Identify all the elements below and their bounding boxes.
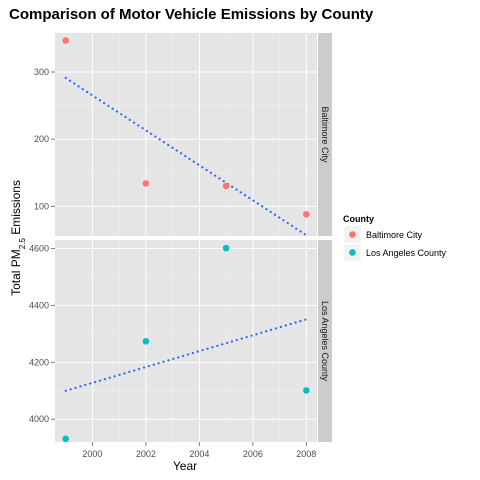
trend-line-baltimore-city <box>64 76 308 237</box>
facet-strip-label: Los Angeles County <box>320 301 330 382</box>
legend-swatch <box>349 231 356 238</box>
legend-label: Baltimore City <box>366 230 423 240</box>
data-point-los-angeles-county <box>62 435 69 443</box>
x-tick-label: 2008 <box>296 449 316 459</box>
x-axis-title: Year <box>173 459 197 473</box>
facet-strip-label: Baltimore City <box>320 106 330 163</box>
legend-item-los-angeles-county: Los Angeles County <box>343 243 447 262</box>
trend-line-los-angeles-county <box>64 318 308 392</box>
data-point-baltimore-city <box>222 182 230 190</box>
y-tick-label: 4200 <box>29 357 49 367</box>
y-tick-label: 100 <box>34 201 49 211</box>
data-point-baltimore-city <box>62 37 69 44</box>
y-tick-label: 300 <box>34 67 49 77</box>
data-point-los-angeles-county <box>222 244 230 252</box>
panel-background <box>55 33 317 236</box>
panel-background <box>55 240 317 442</box>
data-point-los-angeles-county <box>303 387 310 394</box>
facet-strip <box>318 240 332 442</box>
y-tick-label: 4600 <box>29 244 49 254</box>
x-tick-label: 2004 <box>189 449 209 459</box>
data-point-baltimore-city <box>303 210 310 218</box>
panel-los-angeles-county: 4000 4200 4400 4600 Los Angeles County <box>29 240 332 443</box>
legend-swatch <box>349 249 356 256</box>
y-axis-title-prefix: Total PM <box>9 249 23 296</box>
y-tick-label: 4000 <box>29 414 49 424</box>
facet-strip <box>318 33 332 236</box>
data-point-baltimore-city <box>142 180 150 187</box>
x-tick-label: 2006 <box>243 449 263 459</box>
legend-label: Los Angeles County <box>366 248 447 258</box>
y-tick-label: 200 <box>34 134 49 144</box>
y-tick-label: 4400 <box>29 300 49 310</box>
y-axis-title-subscript: 2.5 <box>18 238 27 250</box>
legend-item-baltimore-city: Baltimore City <box>343 225 423 244</box>
panel-baltimore-city: 100 200 300 Baltimore City <box>34 33 332 237</box>
data-point-los-angeles-county <box>142 337 150 345</box>
facet-panels: 100 200 300 Baltimore City 4000 4200 4400 4600 L… <box>29 33 332 443</box>
chart-title: Comparison of Motor Vehicle Emissions by… <box>9 6 374 23</box>
y-axis-title-suffix: Emissions <box>9 180 23 238</box>
x-tick-label: 2000 <box>82 449 102 459</box>
legend-title: County <box>343 214 374 224</box>
x-tick-label: 2002 <box>136 449 156 459</box>
y-axis-title: Total PM2.5 Emissions <box>9 180 27 296</box>
x-axis: 2000 2002 2004 2006 2008 <box>82 442 316 459</box>
legend: County Baltimore City Los Angeles County <box>343 214 447 262</box>
